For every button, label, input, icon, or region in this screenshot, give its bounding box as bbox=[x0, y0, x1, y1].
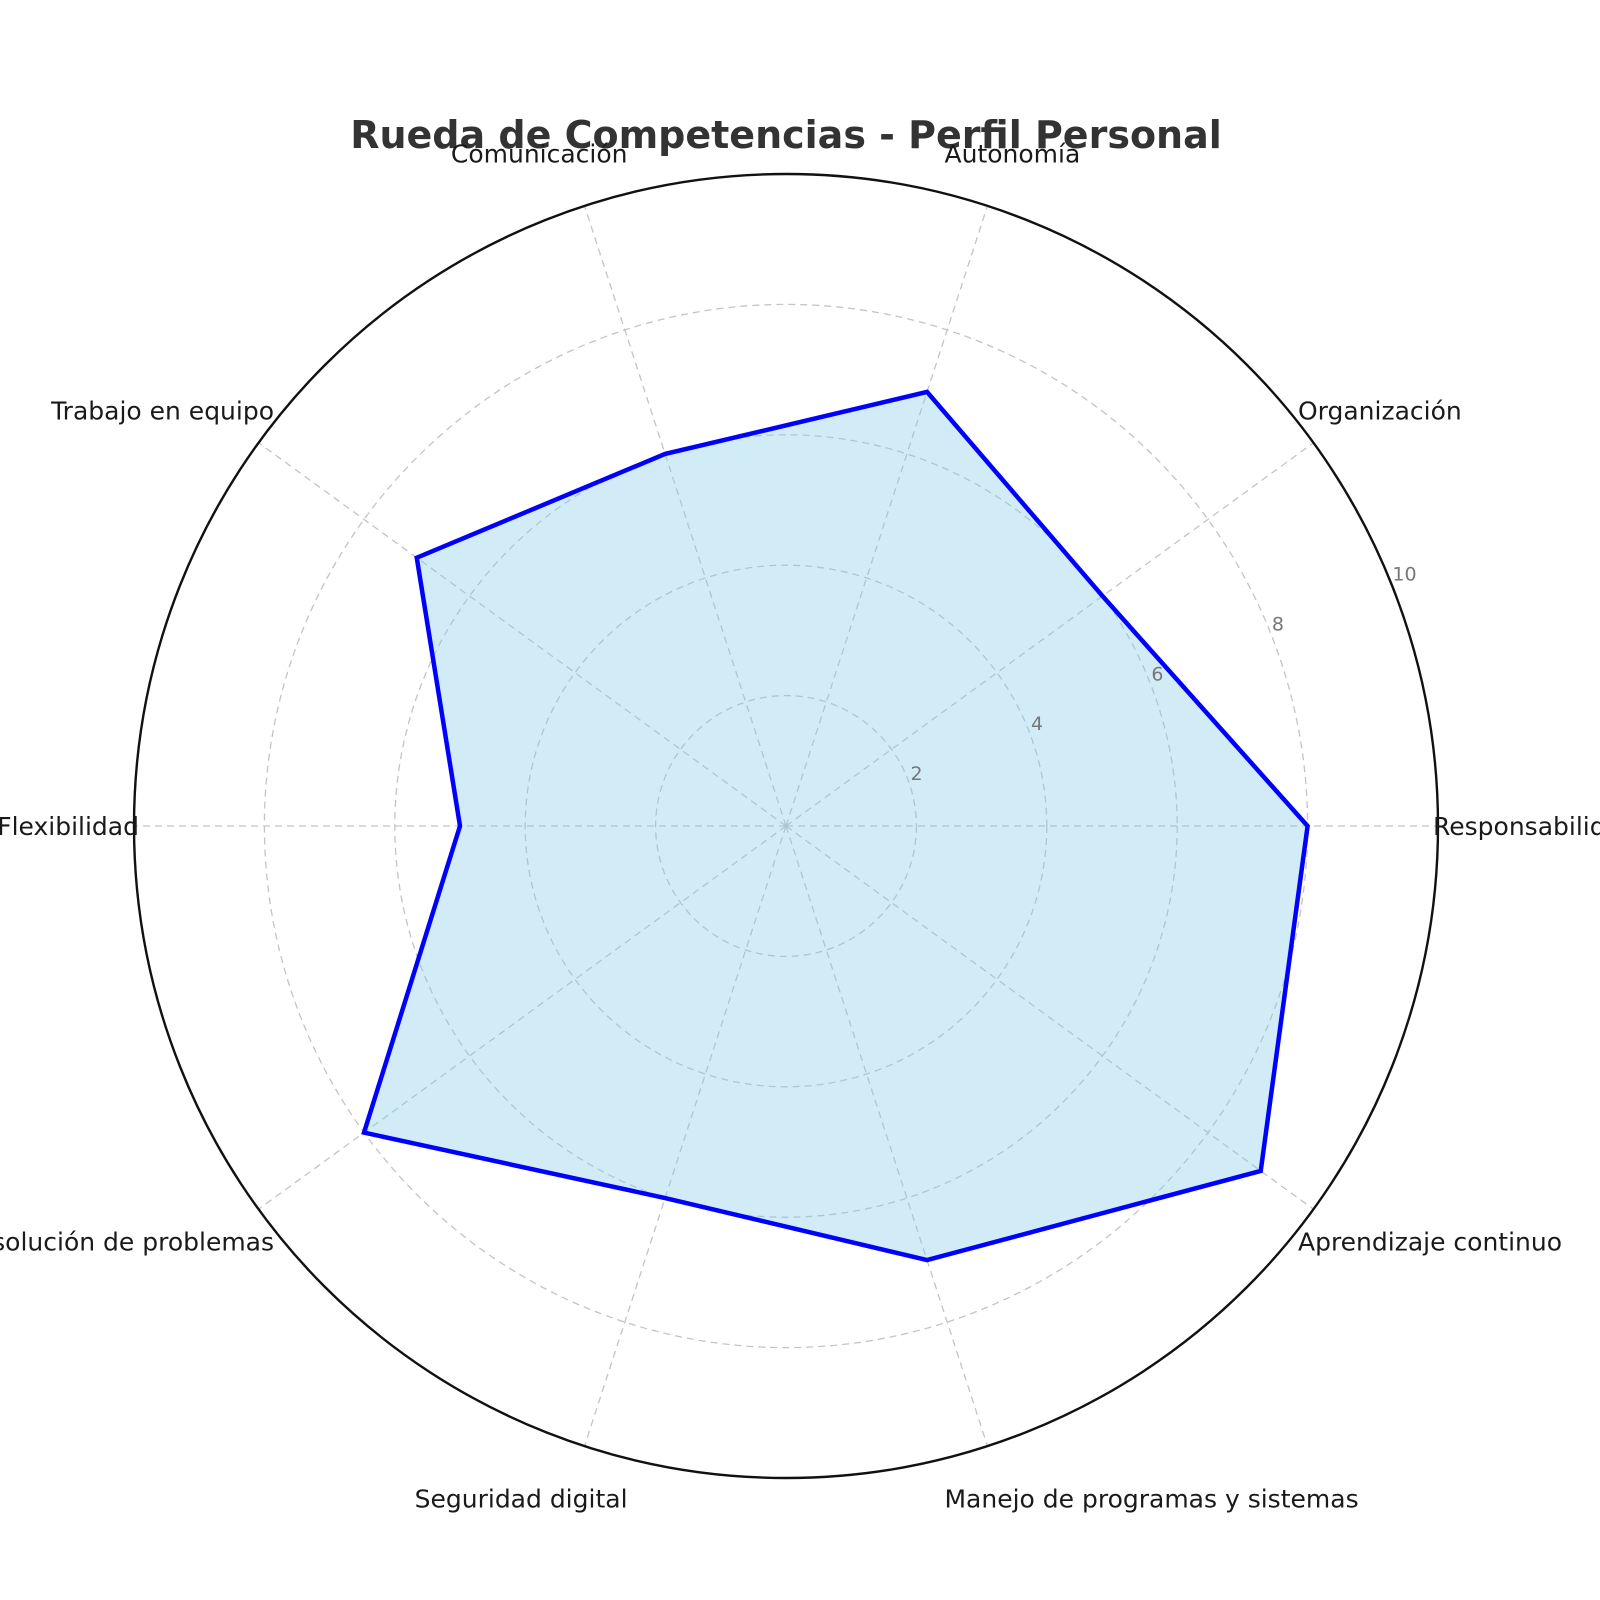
radar-series bbox=[361, 389, 1310, 1263]
grid-ring-6 bbox=[394, 434, 1178, 1218]
r-tick-label-8: 8 bbox=[1272, 613, 1284, 635]
grid-spoke-9 bbox=[785, 825, 1314, 1210]
grid-spoke-3 bbox=[583, 205, 787, 827]
grid-spoke-1 bbox=[785, 442, 1314, 827]
category-label-5: Flexibilidad bbox=[0, 812, 139, 841]
r-tick-label-6: 6 bbox=[1151, 663, 1163, 685]
chart-title: Rueda de Competencias - Perfil Personal bbox=[350, 113, 1222, 157]
r-tick-label-4: 4 bbox=[1031, 713, 1043, 735]
category-labels: Responsabilidad Organización Autonomía Comu… bbox=[0, 140, 1600, 1514]
category-label-1: Organización bbox=[1298, 396, 1462, 425]
grid-spoke-7 bbox=[583, 825, 787, 1447]
category-label-2: Autonomía bbox=[944, 140, 1080, 169]
category-label-9: Aprendizaje continuo bbox=[1298, 1228, 1562, 1257]
grid-ring-2 bbox=[654, 694, 918, 958]
r-tick-label-10: 10 bbox=[1392, 563, 1416, 585]
category-label-8: Manejo de programas y sistemas bbox=[944, 1484, 1358, 1513]
category-label-0: Responsabilidad bbox=[1433, 812, 1600, 841]
r-tick-label-2: 2 bbox=[910, 763, 922, 785]
category-label-6: Resolución de problemas bbox=[0, 1228, 274, 1257]
grid-spoke-4 bbox=[258, 442, 787, 827]
grid-ring-4 bbox=[524, 564, 1048, 1088]
category-label-3: Comunicación bbox=[451, 140, 628, 169]
category-label-4: Trabajo en equipo bbox=[50, 396, 274, 425]
radial-tick-labels: 2 4 6 8 10 bbox=[910, 563, 1416, 785]
grid-spoke-6 bbox=[258, 825, 787, 1210]
grid-spoke-2 bbox=[785, 205, 989, 827]
grid-spoke-8 bbox=[785, 825, 989, 1447]
series-polygon-0 bbox=[361, 389, 1310, 1263]
category-label-7: Seguridad digital bbox=[415, 1484, 628, 1513]
outer-ring bbox=[132, 172, 1440, 1480]
